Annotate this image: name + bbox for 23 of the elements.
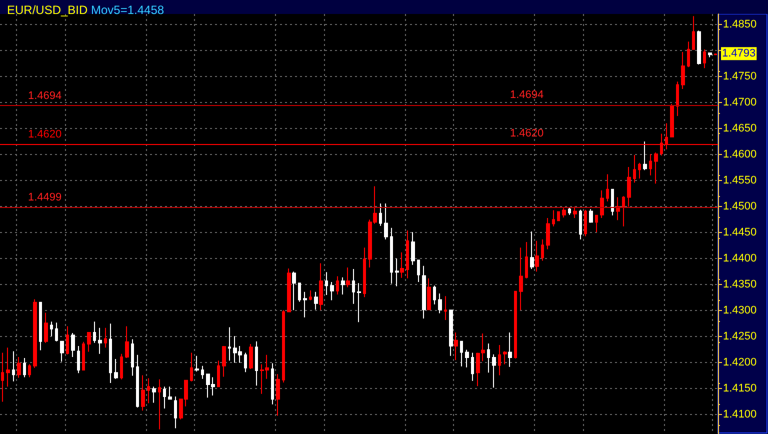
y-tick-label: 1.4550 [723,174,757,187]
y-tick-label: 1.4750 [723,70,757,82]
y-tick-label: 1.4850 [723,18,757,30]
y-tick-label: 1.4500 [723,200,757,213]
y-tick-label: 1.4450 [723,226,757,239]
ref-line-label: 1.4694 [28,90,62,102]
y-tick-label: 1.4650 [723,122,757,134]
annotation: 1.4620 [510,128,544,140]
chart-title: EUR/USD_BID [7,3,88,17]
y-tick-label: 1.4250 [723,330,757,343]
y-tick-label: 1.4700 [723,96,757,108]
y-tick-label: 1.4200 [723,356,757,369]
y-tick-label: 1.4350 [723,278,757,291]
chart-subtitle: Mov5=1.4458 [91,3,164,17]
y-tick-label: 1.4400 [723,252,757,265]
ref-line-label: 1.4499 [28,192,62,204]
annotation: 1.4793 [722,48,756,60]
annotation: 1.4694 [510,89,544,102]
y-tick-label: 1.4150 [723,382,757,395]
y-tick-label: 1.4600 [723,148,757,161]
y-tick-label: 1.4300 [723,304,757,317]
y-tick-label: 1.4100 [723,408,757,421]
ref-line-label: 1.4620 [28,128,62,141]
